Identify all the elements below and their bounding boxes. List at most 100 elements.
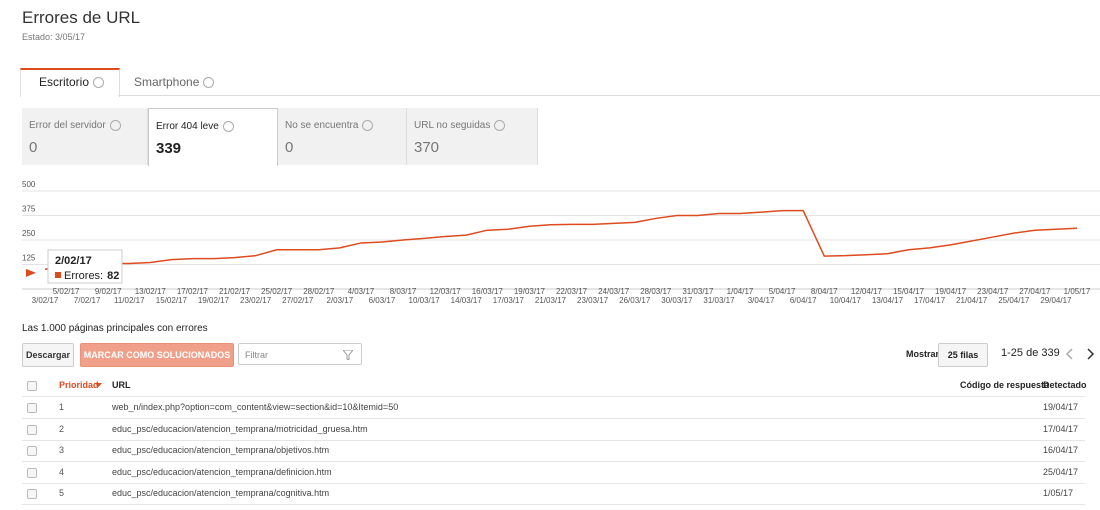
x-tick-label: 28/03/17	[640, 287, 672, 296]
tooltip-swatch	[55, 272, 61, 278]
x-tick-label: 23/04/17	[977, 287, 1009, 296]
x-tick-label: 9/02/17	[95, 287, 122, 296]
x-tick-label: 19/04/17	[935, 287, 967, 296]
metric-text: URL no seguidas	[414, 120, 491, 132]
metric-label: URL no seguidas	[414, 120, 506, 132]
detected: 16/04/17	[1043, 445, 1079, 455]
priority: 4	[59, 466, 65, 477]
tab-text: Escritorio	[39, 75, 90, 89]
checkbox[interactable]	[27, 446, 37, 456]
column-header[interactable]: Prioridad	[59, 380, 99, 390]
priority: 3	[59, 445, 65, 455]
tooltip-text: Errores: 82	[64, 270, 119, 282]
table-row[interactable]: 5 educ_psc/educacion/atencion_temprana/co…	[22, 483, 1085, 505]
priority: 5	[59, 488, 65, 498]
x-tick-label: 21/04/17	[956, 296, 988, 305]
metric-value: 0	[29, 139, 38, 156]
x-tick-label: 24/03/17	[598, 287, 630, 296]
metric-value: 370	[414, 139, 440, 156]
tab-rule	[118, 95, 1100, 96]
x-tick-label: 29/04/17	[1040, 296, 1072, 305]
y-tick-label: 500	[22, 180, 36, 189]
pagination-range: 1-25 de 339	[1001, 347, 1060, 359]
metric-text: No se encuentra	[285, 120, 359, 132]
x-tick-label: 1/05/17	[1064, 287, 1091, 296]
help-icon	[222, 121, 234, 132]
tab-label[interactable]: Smartphone	[134, 75, 215, 89]
help-icon	[203, 77, 215, 89]
metric-label: Error del servidor	[29, 120, 121, 131]
table-row[interactable]: 4 educ_psc/educacion/atencion_temprana/de…	[22, 462, 1085, 484]
x-tick-label: 5/02/17	[53, 287, 80, 296]
x-tick-label: 15/02/17	[156, 296, 188, 305]
detected: 19/04/17	[1043, 402, 1079, 412]
checkbox[interactable]	[27, 403, 37, 413]
filter-placeholder: Filtrar	[245, 350, 268, 360]
checkbox[interactable]	[27, 424, 37, 435]
table-row[interactable]: 1 web_n/index.php?option=com_content&view…	[22, 397, 1085, 419]
x-tick-label: 21/02/17	[219, 287, 251, 296]
x-tick-label: 17/04/17	[914, 296, 946, 305]
metric-value: 339	[156, 140, 182, 157]
x-tick-label: 8/04/17	[811, 287, 838, 296]
x-tick-label: 6/04/17	[790, 296, 817, 305]
metric-card[interactable]: URL no seguidas 370	[407, 108, 538, 165]
download-button[interactable]: Descargar	[22, 343, 74, 367]
chart: 125 250 375 500 3/02/175/02/177/02/179/02/17…	[22, 180, 1100, 305]
x-tick-label: 25/04/17	[998, 296, 1030, 305]
x-tick-label: 4/03/17	[348, 287, 375, 296]
url: educ_psc/educacion/atencion_temprana/mot…	[112, 423, 368, 434]
x-tick-label: 3/02/17	[32, 296, 59, 305]
tooltip-marker	[26, 268, 36, 277]
table-row[interactable]: 2 educ_psc/educacion/atencion_temprana/mo…	[22, 419, 1085, 441]
tab-label[interactable]: Escritorio	[39, 75, 105, 89]
metric-label: Error 404 leve	[156, 121, 234, 132]
rows-select[interactable]: 25 filas	[938, 343, 988, 367]
detected: 1/05/17	[1043, 488, 1074, 498]
filter-icon	[343, 350, 353, 360]
checkbox[interactable]	[27, 489, 37, 499]
metric-card[interactable]: Error 404 leve 339	[148, 108, 278, 166]
mark-fixed-button[interactable]: MARCAR COMO SOLUCIONADOS (0)	[80, 343, 234, 382]
x-tick-label: 19/02/17	[198, 296, 230, 305]
metric-text: Error del servidor	[29, 120, 106, 132]
checkbox[interactable]	[27, 381, 37, 391]
y-tick-label: 250	[22, 229, 36, 238]
x-tick-label: 17/02/17	[177, 287, 209, 296]
x-tick-label: 2/03/17	[327, 296, 354, 305]
url: educ_psc/educacion/atencion_temprana/cog…	[112, 488, 330, 498]
y-tick-label: 375	[22, 205, 36, 214]
x-tick-label: 3/04/17	[748, 296, 775, 305]
next-page[interactable]	[1087, 348, 1095, 360]
show-label: Mostrar	[906, 349, 940, 359]
x-tick-label: 23/02/17	[240, 296, 272, 305]
x-tick-label: 10/03/17	[409, 296, 441, 305]
tooltip-label: Errores:	[64, 270, 103, 282]
x-tick-label: 21/03/17	[535, 296, 567, 305]
help-icon	[362, 120, 374, 131]
x-tick-label: 6/03/17	[369, 296, 396, 305]
prev-page[interactable]	[1065, 348, 1073, 360]
x-tick-label: 1/04/17	[727, 287, 754, 296]
sort-icon	[95, 383, 102, 387]
priority: 1	[59, 402, 65, 412]
filter-input[interactable]: Filtrar	[238, 343, 362, 365]
x-tick-label: 31/03/17	[703, 296, 735, 305]
x-tick-label: 30/03/17	[661, 296, 693, 305]
priority: 2	[59, 423, 65, 434]
metric-label: No se encuentra	[285, 120, 374, 132]
x-tick-label: 17/03/17	[493, 296, 525, 305]
x-tick-label: 13/02/17	[135, 287, 167, 296]
x-tick-label: 25/02/17	[261, 287, 293, 296]
table-caption: Las 1.000 páginas principales con errore…	[22, 323, 208, 334]
checkbox[interactable]	[27, 467, 37, 478]
x-tick-label: 16/03/17	[472, 287, 504, 296]
status: Estado: 3/05/17	[22, 32, 86, 42]
x-tick-label: 14/03/17	[451, 296, 483, 305]
table-row[interactable]: 3 educ_psc/educacion/atencion_temprana/ob…	[22, 440, 1085, 462]
metric-card[interactable]: Error del servidor 0	[22, 108, 148, 165]
y-tick-label: 125	[22, 254, 36, 263]
column-header: Detectado	[1043, 380, 1087, 390]
help-icon	[93, 77, 105, 89]
metric-card[interactable]: No se encuentra 0	[278, 108, 407, 165]
